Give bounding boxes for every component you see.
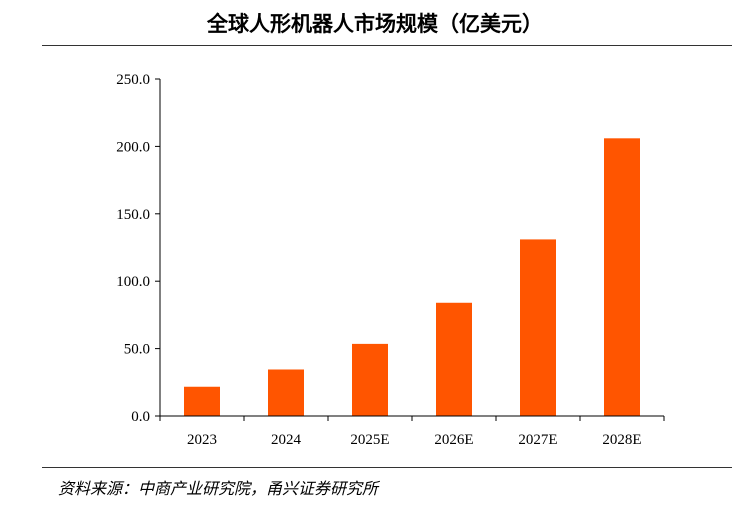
bar-2027E [520, 239, 556, 416]
x-tick-label: 2023 [187, 432, 217, 448]
y-tick-label: 200.0 [116, 139, 150, 155]
x-tick-label: 2024 [271, 432, 302, 448]
bar-2028E [604, 138, 640, 416]
y-tick-label: 50.0 [124, 342, 150, 358]
y-tick-label: 250.0 [116, 72, 150, 88]
source-rule [42, 467, 732, 468]
y-tick-label: 100.0 [116, 274, 150, 290]
source-note: 资料来源：中商产业研究院，甬兴证券研究所 [58, 479, 379, 498]
y-tick-label: 0.0 [131, 409, 150, 425]
title-rule [42, 45, 732, 46]
y-tick-label: 150.0 [116, 207, 150, 223]
x-tick-label: 2027E [518, 432, 557, 448]
bar-2026E [436, 302, 472, 416]
bar-2023 [184, 386, 220, 416]
bar-2024 [268, 369, 304, 416]
chart-title: 全球人形机器人市场规模（亿美元） [207, 11, 543, 36]
x-tick-label: 2026E [434, 432, 473, 448]
x-tick-label: 2028E [602, 432, 641, 448]
x-tick-label: 2025E [350, 432, 389, 448]
bar-2025E [352, 343, 388, 416]
